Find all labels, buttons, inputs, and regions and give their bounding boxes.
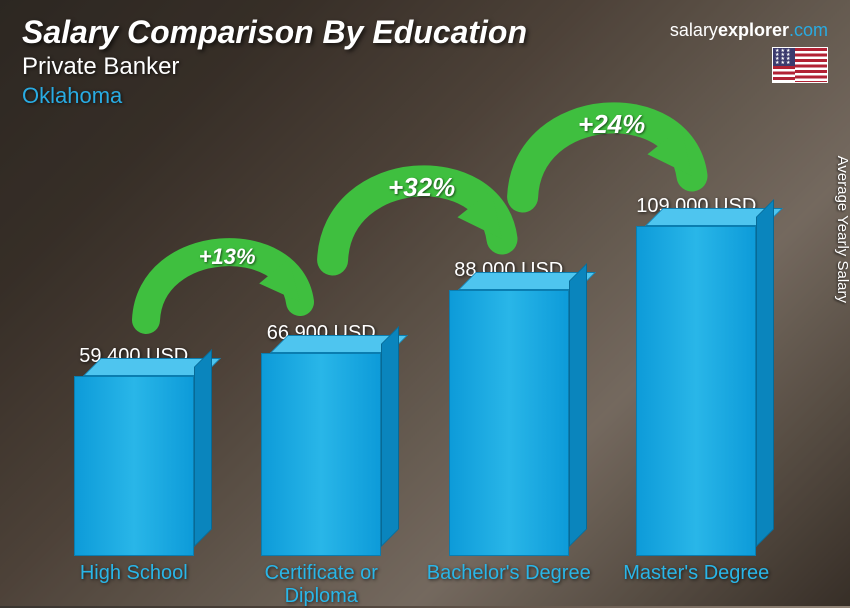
percent-increase-label: +13% [199,244,256,270]
bar-category-label: Certificate or Diploma [231,562,411,608]
percent-increase-label: +32% [388,172,455,203]
chart-title: Salary Comparison By Education [22,14,828,51]
bar-group: 66,900 USD Certificate or Diploma [236,322,406,556]
bar-side-face [756,199,774,547]
bar [636,226,756,556]
bar-front-face [74,376,194,556]
increase-arrow: +13% [130,230,330,350]
bar-front-face [636,226,756,556]
bar [449,290,569,556]
header: Salary Comparison By Education Private B… [22,14,828,109]
bar-front-face [261,353,381,556]
bar-side-face [194,349,212,547]
bar-front-face [449,290,569,556]
increase-arrow: +24% [505,92,725,232]
bar-group: 59,400 USD High School [49,345,219,556]
increase-arrow: +32% [315,155,535,295]
job-title: Private Banker [22,53,828,81]
bar-category-label: High School [44,562,224,585]
bar [74,376,194,556]
bar [261,353,381,556]
bar-group: 88,000 USD Bachelor's Degree [424,259,594,556]
bar-category-label: Master's Degree [606,562,786,585]
bar-side-face [381,326,399,547]
bar-group: 109,000 USD Master's Degree [611,195,781,556]
bar-side-face [569,263,587,547]
location: Oklahoma [22,83,828,109]
bar-category-label: Bachelor's Degree [419,562,599,585]
percent-increase-label: +24% [578,109,645,140]
y-axis-label: Average Yearly Salary [834,156,850,303]
